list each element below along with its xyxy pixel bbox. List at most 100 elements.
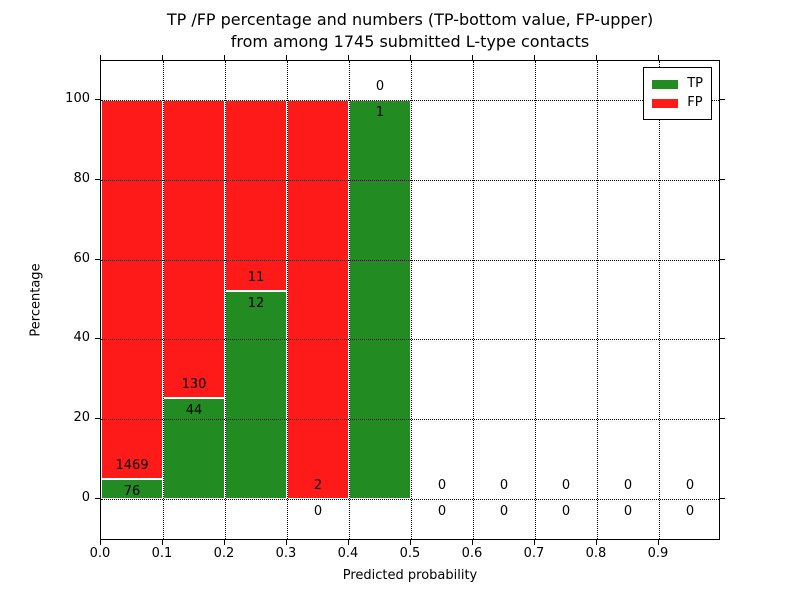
x-tick-mark-top: [534, 55, 535, 60]
x-tick-mark: [658, 540, 659, 545]
x-tick-mark-top: [596, 55, 597, 60]
h-gridline: [101, 179, 719, 181]
fp-count-label: 0: [623, 478, 633, 493]
chart-title-line2: from among 1745 submitted L-type contact…: [230, 32, 590, 51]
tp-count-label: 76: [123, 484, 141, 500]
tp-count-label: 0: [313, 504, 323, 519]
bar-segment-fp: [101, 100, 163, 480]
y-axis-label: Percentage: [28, 263, 44, 337]
bar-segment-tp: [163, 398, 225, 499]
y-tick-mark-right: [720, 338, 725, 340]
v-gridline: [225, 61, 226, 539]
x-tick-mark-top: [100, 55, 101, 60]
bar-segment-tp: [349, 100, 411, 499]
y-tick-label: 80: [73, 170, 90, 186]
tp-count-label: 0: [437, 504, 447, 519]
y-tick-mark: [95, 178, 100, 180]
x-axis-label: Predicted probability: [342, 568, 478, 583]
x-tick-mark-top: [658, 55, 659, 60]
legend-color-patch: [652, 98, 679, 108]
y-tick-mark: [95, 338, 100, 340]
tp-count-label: 0: [685, 504, 695, 519]
fp-count-label: 2: [313, 478, 323, 493]
x-tick-mark-top: [410, 55, 411, 60]
fp-count-label: 0: [437, 478, 447, 493]
x-tick-mark-top: [348, 55, 349, 60]
tp-count-label: 44: [185, 403, 203, 419]
v-gridline: [659, 61, 660, 539]
h-gridline: [101, 499, 719, 500]
plot-area: TP FP 1469 76 130 44 11 12 2 0 0 1 0 0 0 0 0 0 0 0 0 0: [100, 60, 720, 540]
x-tick-mark: [100, 540, 101, 545]
fp-count-label: 130: [181, 377, 207, 393]
bar-segment-tp: [225, 290, 287, 499]
tp-count-label: 0: [499, 504, 509, 519]
x-tick-label: 0.4: [337, 546, 359, 561]
x-tick-label: 0.8: [585, 546, 607, 561]
y-tick-label: 40: [73, 330, 90, 346]
fp-count-label: 1469: [115, 458, 149, 474]
y-tick-mark-right: [720, 178, 725, 180]
h-gridline: [101, 259, 719, 261]
y-tick-label: 60: [73, 250, 90, 266]
v-gridline: [535, 61, 536, 539]
x-tick-mark: [472, 540, 473, 545]
fp-count-label: 11: [247, 269, 265, 285]
y-tick-label: 20: [73, 410, 90, 426]
fp-count-label: 0: [375, 79, 385, 94]
tp-count-label: 0: [561, 504, 571, 519]
bar-segment-fp: [287, 100, 349, 499]
x-tick-mark: [286, 540, 287, 545]
v-gridline: [349, 61, 350, 539]
bar-segment-fp: [163, 100, 225, 399]
v-gridline: [287, 61, 288, 539]
y-tick-mark: [95, 418, 100, 420]
x-tick-mark: [162, 540, 163, 545]
x-tick-mark-top: [162, 55, 163, 60]
x-tick-label: 0.2: [213, 546, 235, 561]
x-tick-label: 0.6: [461, 546, 483, 561]
tp-count-label: 12: [247, 295, 265, 311]
x-tick-mark: [596, 540, 597, 545]
legend-color-patch: [652, 79, 679, 89]
x-tick-mark: [410, 540, 411, 545]
fp-count-label: 0: [561, 478, 571, 493]
legend-item: FP: [652, 95, 703, 111]
legend-label: TP: [687, 76, 703, 91]
y-tick-mark: [95, 258, 100, 260]
x-tick-label: 0.5: [399, 546, 421, 561]
x-tick-mark: [534, 540, 535, 545]
v-gridline: [473, 61, 474, 539]
v-gridline: [597, 61, 598, 539]
tp-count-label: 1: [375, 105, 385, 120]
y-tick-mark-right: [720, 99, 725, 100]
fp-count-label: 0: [685, 478, 695, 493]
tp-count-label: 0: [623, 504, 633, 519]
y-tick-mark-right: [720, 418, 725, 420]
bar-segment-fp: [225, 100, 287, 291]
x-tick-mark: [348, 540, 349, 545]
y-tick-mark-right: [720, 258, 725, 260]
legend: TP FP: [643, 67, 712, 120]
chart-title-line1: TP /FP percentage and numbers (TP-bottom…: [166, 10, 654, 29]
x-tick-label: 0.0: [89, 546, 111, 561]
v-gridline: [163, 61, 164, 539]
v-gridline: [411, 61, 412, 539]
x-tick-mark: [224, 540, 225, 545]
fp-count-label: 0: [499, 478, 509, 493]
h-gridline: [101, 419, 719, 421]
y-tick-label: 0: [81, 490, 90, 505]
bar-segment-tp: [101, 479, 163, 499]
x-tick-mark-top: [224, 55, 225, 60]
x-tick-mark-top: [472, 55, 473, 60]
h-gridline: [101, 100, 719, 101]
x-tick-label: 0.7: [523, 546, 545, 561]
y-tick-mark: [95, 99, 100, 100]
legend-label: FP: [687, 95, 703, 110]
chart-title: TP /FP percentage and numbers (TP-bottom…: [100, 9, 720, 53]
x-tick-label: 0.3: [275, 546, 297, 561]
h-gridline: [101, 339, 719, 341]
x-tick-label: 0.1: [151, 546, 173, 561]
y-tick-label: 100: [65, 91, 90, 106]
